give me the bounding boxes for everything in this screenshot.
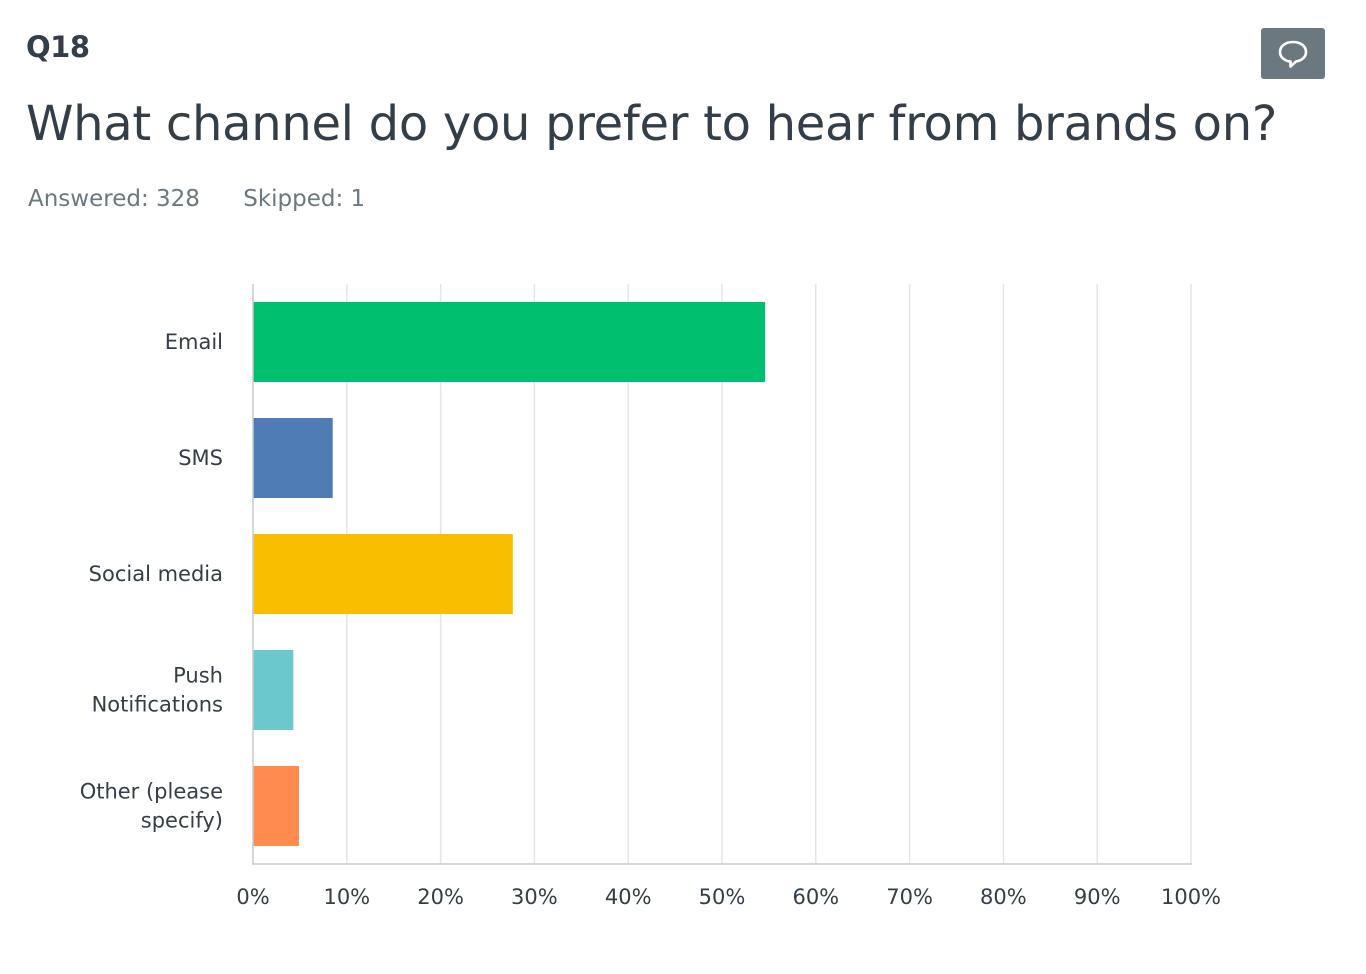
response-stats: Answered: 328 Skipped: 1 [28,186,365,212]
x-tick-label-60: 60% [792,885,839,909]
bar-3 [253,650,294,730]
comment-button[interactable] [1261,28,1325,79]
x-tick-label-70: 70% [886,885,933,909]
category-label-3-line-0: Push [173,664,223,688]
skipped-count: Skipped: 1 [243,186,366,212]
x-tick-label-50: 50% [699,885,746,909]
x-tick-label-80: 80% [980,885,1027,909]
question-number: Q18 [26,30,90,64]
x-tick-label-10: 10% [323,885,370,909]
category-label-4-line-0: Other (please [80,780,223,804]
category-label-1: SMS [178,446,223,470]
question-title: What channel do you prefer to hear from … [26,96,1278,152]
answered-count: Answered: 328 [28,186,200,212]
bar-2 [253,534,513,614]
x-tick-label-20: 20% [417,885,464,909]
x-tick-label-0: 0% [236,885,269,909]
category-label-2: Social media [89,562,223,586]
category-label-3-line-1: Notifications [92,693,223,717]
category-label-0: Email [165,330,223,354]
bar-1 [253,418,333,498]
x-tick-label-90: 90% [1074,885,1121,909]
x-tick-label-30: 30% [511,885,558,909]
speech-bubble-icon [1278,40,1308,68]
x-tick-label-40: 40% [605,885,652,909]
x-tick-label-100: 100% [1161,885,1221,909]
bar-0 [253,302,766,382]
bar-4 [253,766,299,846]
category-label-4-line-1: specify) [141,809,223,833]
